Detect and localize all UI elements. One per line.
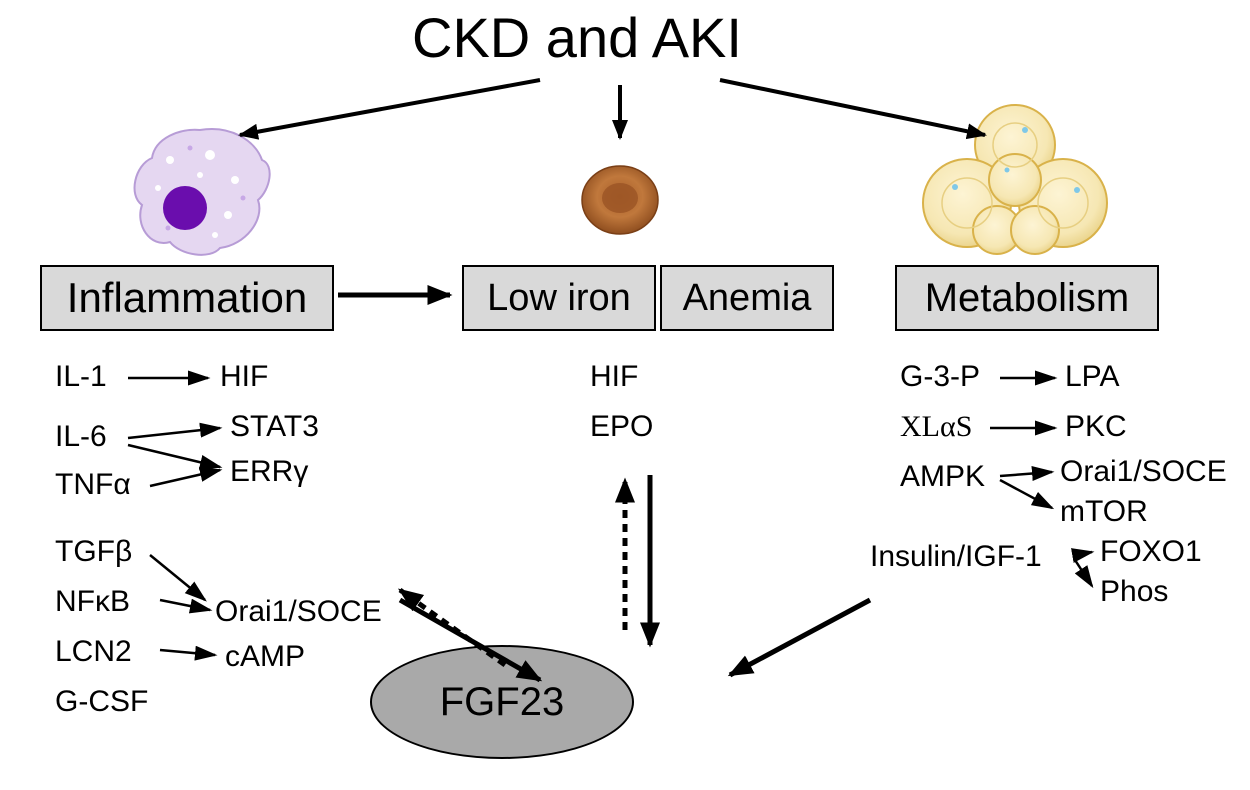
arrow <box>240 80 540 135</box>
macrophage-icon <box>135 129 270 255</box>
box-inflammation-label: Inflammation <box>67 274 307 322</box>
label-xlas: XLαS <box>900 410 972 444</box>
diagram-overlay <box>0 0 1250 790</box>
label-epo: EPO <box>590 410 653 444</box>
label-gcsf: G-CSF <box>55 685 148 719</box>
label-lpa: LPA <box>1065 360 1119 394</box>
label-ampk: AMPK <box>900 460 985 494</box>
box-metabolism: Metabolism <box>895 265 1159 331</box>
arrow <box>160 600 210 610</box>
label-nfkb: NFκB <box>55 585 130 619</box>
arrow <box>720 80 985 135</box>
label-lcn2: LCN2 <box>55 635 132 669</box>
label-orai-inflammation: Orai1/SOCE <box>215 595 382 629</box>
fgf23-label: FGF23 <box>440 680 564 725</box>
label-pkc: PKC <box>1065 410 1127 444</box>
arrow <box>730 600 870 675</box>
label-il1: IL-1 <box>55 360 107 394</box>
label-tgfb: TGFβ <box>55 535 132 569</box>
arrow <box>1000 480 1052 508</box>
label-il6: IL-6 <box>55 420 107 454</box>
arrow <box>150 555 205 600</box>
box-inflammation: Inflammation <box>40 265 334 331</box>
arrow <box>160 650 215 655</box>
box-anemia-label: Anemia <box>683 277 812 320</box>
box-metabolism-label: Metabolism <box>925 276 1130 321</box>
label-stat3: STAT3 <box>230 410 319 444</box>
label-orai-metabolism: Orai1/SOCE <box>1060 455 1227 489</box>
label-phos: Phos <box>1100 575 1168 609</box>
box-low-iron: Low iron <box>462 265 656 331</box>
box-anemia: Anemia <box>660 265 834 331</box>
label-tnfa: TNFα <box>55 468 131 502</box>
adipocytes-icon <box>923 105 1107 254</box>
arrow <box>1075 552 1092 555</box>
arrow <box>1000 472 1052 476</box>
label-insulin: Insulin/IGF-1 <box>870 540 1042 574</box>
label-camp: cAMP <box>225 640 305 674</box>
label-mtor: mTOR <box>1060 495 1148 529</box>
arrow <box>150 470 220 486</box>
arrow <box>1075 560 1092 586</box>
page-title: CKD and AKI <box>412 5 742 70</box>
arrow <box>128 445 220 467</box>
label-g3p: G-3-P <box>900 360 980 394</box>
label-foxo1: FOXO1 <box>1100 535 1202 569</box>
rbc-icon <box>582 166 658 234</box>
fgf23-node: FGF23 <box>370 645 634 759</box>
box-low-iron-label: Low iron <box>487 277 631 320</box>
label-hif-center: HIF <box>590 360 638 394</box>
label-errg: ERRγ <box>230 455 308 489</box>
arrow <box>128 428 220 438</box>
label-hif-inflammation: HIF <box>220 360 268 394</box>
